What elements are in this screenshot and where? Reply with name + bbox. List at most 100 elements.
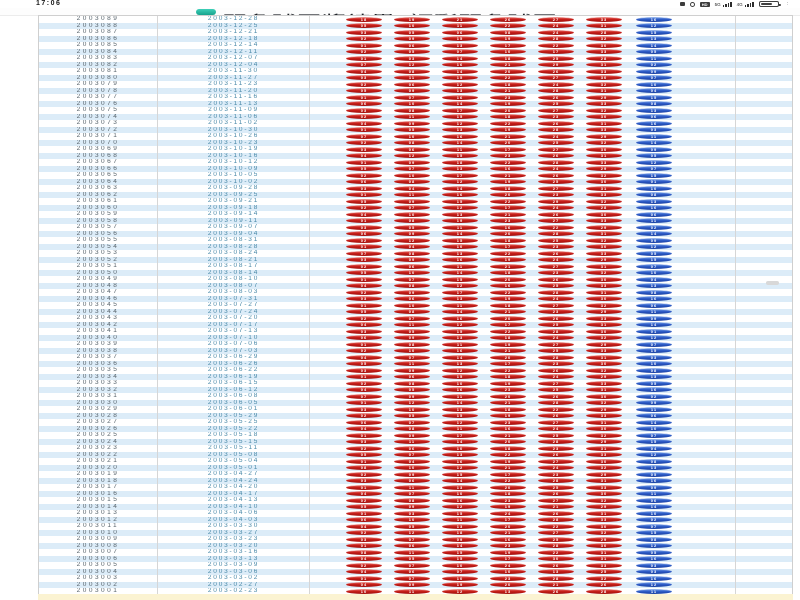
red-ball: 17	[538, 49, 574, 55]
red-ball: 03	[346, 328, 382, 334]
red-ball: 19	[490, 504, 526, 510]
red-ball: 15	[442, 549, 478, 555]
red-ball: 03	[346, 146, 382, 152]
red-ball: 19	[490, 413, 526, 419]
red-ball: 30	[586, 328, 622, 334]
table-row: 2003053 2003-08-24 07 08 13 22 26 33 05	[39, 250, 792, 257]
red-ball: 28	[538, 289, 574, 295]
red-ball: 32	[586, 198, 622, 204]
table-row: 2003035 2003-06-22 03 09 12 22 26 32 08	[39, 367, 792, 374]
period-cell: 2003054	[39, 243, 158, 250]
period-cell: 2003051	[39, 263, 158, 270]
balls-cell: 01 11 13 20 25 33 09	[310, 484, 736, 491]
table-row: 2003010 2003-03-27 02 12 18 21 27 32 15	[39, 529, 792, 536]
balls-cell: 06 07 12 23 27 31 14	[310, 419, 736, 426]
red-ball: 09	[394, 257, 430, 263]
period-cell: 2003057	[39, 224, 158, 231]
balls-cell: 01 10 11 18 27 32 06	[310, 302, 736, 309]
red-ball: 02	[346, 497, 382, 503]
date-cell: 2003-07-06	[158, 341, 310, 348]
table-row: 2003082 2003-12-04 07 12 16 21 29 31 02	[39, 61, 792, 68]
red-ball: 25	[538, 237, 574, 243]
red-ball: 26	[538, 393, 574, 399]
period-cell: 2003024	[39, 438, 158, 445]
results-table[interactable]: 2003089 2003-12-28 18 19 21 26 27 33 16 2003088 20…	[38, 15, 793, 594]
red-ball: 01	[346, 458, 382, 464]
red-ball: 18	[490, 335, 526, 341]
red-ball: 05	[346, 504, 382, 510]
date-cell: 2003-09-11	[158, 217, 310, 224]
red-ball: 06	[394, 569, 430, 575]
red-ball: 05	[394, 413, 430, 419]
balls-cell: 07 09 11 20 26 30 02	[310, 393, 736, 400]
date-cell: 2003-05-01	[158, 464, 310, 471]
red-ball: 26	[538, 211, 574, 217]
red-ball: 13	[442, 250, 478, 256]
red-ball: 06	[394, 296, 430, 302]
blue-ball: 15	[636, 94, 672, 100]
red-ball: 18	[490, 114, 526, 120]
red-ball: 13	[442, 484, 478, 490]
balls-cell: 04 09 19 20 21 26 12	[310, 581, 736, 588]
date-cell: 2003-04-06	[158, 510, 310, 517]
red-ball: 32	[586, 237, 622, 243]
red-ball: 16	[442, 94, 478, 100]
blue-ball: 07	[636, 341, 672, 347]
table-row: 2003060 2003-09-18 02 07 12 17 24 28 16	[39, 204, 792, 211]
red-ball: 20	[490, 439, 526, 445]
period-cell: 2003085	[39, 42, 158, 49]
table-row: 2003028 2003-05-29 02 05 15 19 26 33 06	[39, 412, 792, 419]
red-ball: 16	[442, 62, 478, 68]
balls-cell: 01 12 14 21 28 32 09	[310, 399, 736, 406]
table-row: 2003058 2003-09-11 01 08 19 23 27 33 11	[39, 217, 792, 224]
table-row: 2003041 2003-07-13 03 05 15 22 28 30 01	[39, 328, 792, 335]
red-ball: 26	[538, 491, 574, 497]
period-cell: 2003032	[39, 386, 158, 393]
period-cell: 2003045	[39, 302, 158, 309]
red-ball: 01	[346, 543, 382, 549]
red-ball: 12	[442, 81, 478, 87]
red-ball: 31	[586, 510, 622, 516]
red-ball: 08	[394, 283, 430, 289]
date-cell: 2003-08-17	[158, 263, 310, 270]
table-row: 2003014 2003-04-10 05 09 12 19 21 29 14	[39, 503, 792, 510]
table-row: 2003020 2003-05-01 08 10 12 21 24 32 13	[39, 464, 792, 471]
blue-ball: 02	[636, 62, 672, 68]
clock-time: 17:06	[36, 0, 62, 7]
date-cell: 2003-08-28	[158, 243, 310, 250]
red-ball: 23	[538, 192, 574, 198]
red-ball: 28	[586, 588, 622, 594]
scrollbar-thumb[interactable]	[766, 281, 779, 285]
date-cell: 2003-06-22	[158, 367, 310, 374]
red-ball: 15	[442, 374, 478, 380]
table-row: 2003007 2003-03-16 08 11 15 19 22 31 05	[39, 549, 792, 556]
period-cell: 2003039	[39, 341, 158, 348]
period-cell: 2003021	[39, 458, 158, 465]
period-cell: 2003025	[39, 432, 158, 439]
red-ball: 26	[538, 120, 574, 126]
date-cell: 2003-05-25	[158, 419, 310, 426]
red-ball: 15	[442, 36, 478, 42]
period-cell: 2003073	[39, 120, 158, 127]
blue-ball: 09	[636, 146, 672, 152]
red-ball: 17	[490, 244, 526, 250]
red-ball: 31	[586, 419, 622, 425]
blue-ball: 12	[636, 543, 672, 549]
red-ball: 30	[586, 458, 622, 464]
red-ball: 05	[394, 523, 430, 529]
date-cell: 2003-08-21	[158, 256, 310, 263]
red-ball: 18	[346, 16, 382, 22]
red-ball: 28	[538, 159, 574, 165]
red-ball: 19	[490, 458, 526, 464]
red-ball: 07	[346, 133, 382, 139]
red-ball: 19	[490, 257, 526, 263]
red-ball: 17	[490, 146, 526, 152]
red-ball: 30	[586, 179, 622, 185]
table-row: 2003054 2003-08-28 01 04 10 17 23 30 12	[39, 243, 792, 250]
red-ball: 01	[346, 42, 382, 48]
red-ball: 18	[442, 530, 478, 536]
date-cell: 2003-09-14	[158, 211, 310, 218]
red-ball: 05	[394, 29, 430, 35]
red-ball: 16	[442, 387, 478, 393]
red-ball: 27	[538, 146, 574, 152]
